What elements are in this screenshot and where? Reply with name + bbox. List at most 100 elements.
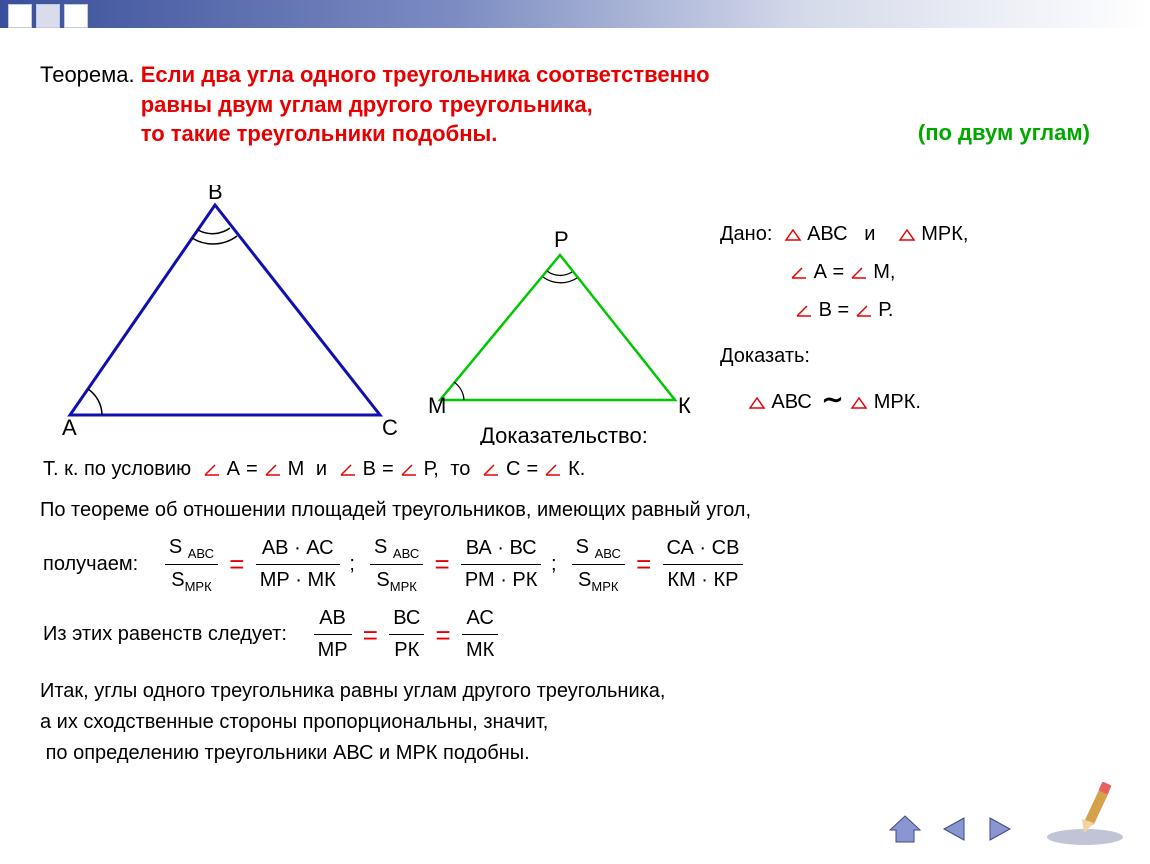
fraction: S АВСSМРК <box>572 532 625 597</box>
prove-t1: АВС <box>771 391 811 413</box>
cond-then: то <box>450 454 470 485</box>
triangle-mpk <box>440 255 675 400</box>
angle-icon <box>400 463 418 477</box>
angle-m: М, <box>873 261 895 283</box>
sides-follow-line: Из этих равенств следует: АВМР = ВСРК = … <box>40 603 1110 666</box>
fraction: АВМР <box>314 603 352 666</box>
given-block: Дано: АВС и МРК, А = М, В = Р. Доказать:… <box>720 215 968 424</box>
next-icon[interactable] <box>982 812 1020 846</box>
given-line-3: В = Р. <box>720 291 968 329</box>
angle-arc-p2 <box>543 277 577 283</box>
given-label: Дано: <box>720 223 772 245</box>
equals-sign: = <box>428 615 458 655</box>
theorem-label: Теорема. <box>40 62 135 87</box>
angle-arc-b2 <box>192 236 237 244</box>
equals-sign: = <box>356 615 386 655</box>
cond-c: С <box>506 454 520 485</box>
angle-icon <box>264 463 282 477</box>
fraction: АВ · АСМР · МК <box>256 533 340 596</box>
ratio-line: получаем: S АВСSМРК = АВ · АСМР · МК ; S… <box>40 532 1110 597</box>
fraction: ВСРК <box>389 603 424 666</box>
given-t2: МРК, <box>921 223 968 245</box>
conclusion-3: по определению треугольники АВС и МРК по… <box>40 738 1110 769</box>
theorem-line-1: Если два угла одного треугольника соотве… <box>141 62 710 87</box>
fraction: S АВСSМРК <box>165 532 218 597</box>
pencil-icon <box>1040 779 1130 854</box>
cond-k: К. <box>568 454 585 485</box>
ratios-container: S АВСSМРК = АВ · АСМР · МК ; S АВСSМРК =… <box>161 532 748 597</box>
fraction: АСМК <box>462 603 498 666</box>
fraction: СА · СВКМ · КР <box>663 533 744 596</box>
angle-icon <box>339 463 357 477</box>
given-and: и <box>864 223 875 245</box>
decor-square <box>8 4 32 28</box>
proof-title: Доказательство: <box>480 423 648 445</box>
cond-a: А <box>227 454 240 485</box>
proof-body: Т. к. по условию А = М и В = Р, то С = К… <box>40 448 1110 769</box>
line-follows: Из этих равенств следует: <box>43 619 287 650</box>
fraction: S АВСSМРК <box>370 532 423 597</box>
conclusion-2: а их сходственные стороны пропорциональн… <box>40 707 1110 738</box>
side-note-text: (по двум углам) <box>918 120 1090 145</box>
side-note: (по двум углам) <box>918 120 1090 146</box>
line-get: получаем: <box>43 549 138 580</box>
angle-b: В <box>819 299 832 321</box>
cond-pre: Т. к. по условию <box>43 454 191 485</box>
angle-icon <box>544 463 562 477</box>
angle-arc-p1 <box>547 271 572 275</box>
proof-condition: Т. к. по условию А = М и В = Р, то С = К… <box>40 454 1110 485</box>
cond-b: В <box>363 454 376 485</box>
similar-symbol: ∼ <box>817 384 844 414</box>
equals-sign: = <box>629 544 659 584</box>
sides-container: АВМР = ВСРК = АСМК <box>310 603 503 666</box>
label-p: P <box>554 227 569 252</box>
prove-t2: МРК. <box>874 391 921 413</box>
angle-icon <box>482 463 500 477</box>
angle-arc-b1 <box>198 228 230 234</box>
triangle-diagrams: A B C M P К Доказательство: <box>40 185 690 445</box>
label-a: A <box>62 415 77 440</box>
angle-a: А <box>814 261 827 283</box>
separator: ; <box>545 549 567 580</box>
fraction: ВА · ВСРМ · РК <box>461 533 542 596</box>
prove-label: Доказать: <box>720 345 810 367</box>
decor-square <box>64 4 88 28</box>
prev-icon[interactable] <box>934 812 972 846</box>
prove-line: Доказать: АВС ∼ МРК. <box>720 337 968 424</box>
equals-sign: = <box>427 544 457 584</box>
triangle-svg: A B C M P К Доказательство: <box>40 185 700 445</box>
triangle-icon <box>898 228 916 242</box>
given-line-1: Дано: АВС и МРК, <box>720 215 968 253</box>
decor-square <box>36 4 60 28</box>
nav-icons <box>886 812 1020 846</box>
label-m: M <box>428 393 446 418</box>
equals-sign: = <box>222 544 252 584</box>
cond-m: М <box>288 454 305 485</box>
angle-icon <box>855 304 873 318</box>
angle-arc-a <box>88 389 102 415</box>
label-c: C <box>382 415 398 440</box>
given-t1: АВС <box>807 223 847 245</box>
triangle-icon <box>784 228 802 242</box>
conclusion-1: Итак, углы одного треугольника равны угл… <box>40 676 1110 707</box>
theorem-line-2: равны двум углам другого треугольника, <box>141 92 593 117</box>
angle-icon <box>790 266 808 280</box>
cond-p: Р, <box>424 454 439 485</box>
cond-and: и <box>316 454 327 485</box>
angle-p: Р. <box>878 299 893 321</box>
triangle-abc <box>70 205 380 415</box>
angle-icon <box>203 463 221 477</box>
angle-icon <box>850 266 868 280</box>
home-icon[interactable] <box>886 812 924 846</box>
header-bar <box>0 0 1150 28</box>
separator: ; <box>344 549 366 580</box>
given-line-2: А = М, <box>720 253 968 291</box>
theorem-line-3: то такие треугольники подобны. <box>141 121 498 146</box>
area-theorem-line: По теореме об отношении площадей треугол… <box>40 495 1110 526</box>
triangle-icon <box>748 396 766 410</box>
label-b: B <box>208 185 223 204</box>
label-k: К <box>678 393 691 418</box>
triangle-icon <box>850 396 868 410</box>
angle-icon <box>795 304 813 318</box>
angle-arc-m <box>454 382 464 400</box>
